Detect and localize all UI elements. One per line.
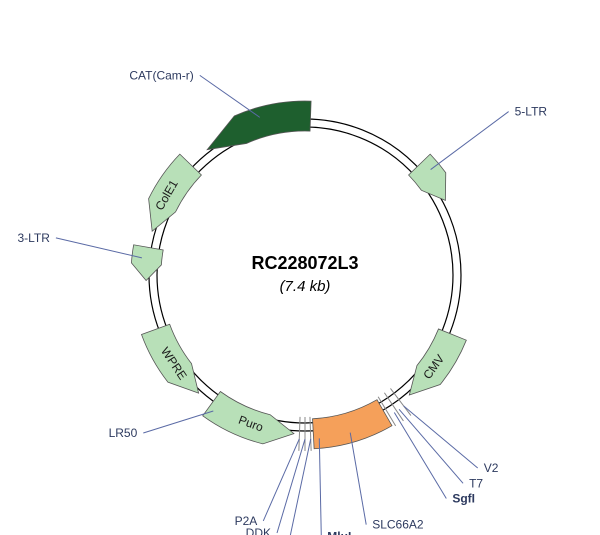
segment-cat xyxy=(207,101,311,150)
callout-label-ltr5c: 5-LTR xyxy=(515,105,548,119)
callout-line-ltr5c xyxy=(431,112,509,170)
callout-label-ltr3c: 3-LTR xyxy=(17,231,50,245)
callout-label-sgfi: SgfI xyxy=(452,492,475,506)
callout-label-cat: CAT(Cam-r) xyxy=(129,68,193,82)
callout-label-v2: V2 xyxy=(484,461,499,475)
callout-line-p2a xyxy=(263,439,299,521)
tick-mark xyxy=(310,417,311,451)
plasmid-size: (7.4 kb) xyxy=(280,278,331,295)
callout-label-ddk: DDK xyxy=(246,526,271,535)
callout-label-lr50: LR50 xyxy=(109,426,138,440)
callout-label-slc: SLC66A2 xyxy=(372,518,424,532)
callout-line-cat xyxy=(200,75,260,117)
plasmid-map: CMVPuroWPREColE1 CAT(Cam-r)5-LTR3-LTRLR5… xyxy=(0,0,600,535)
tick-mark xyxy=(299,417,300,451)
segment-ltr5 xyxy=(409,154,446,200)
callout-line-t7 xyxy=(399,409,463,483)
plasmid-name: RC228072L3 xyxy=(251,253,358,273)
callout-line-slc xyxy=(350,433,366,525)
callout-line-mlui xyxy=(319,438,321,535)
callout-line-myc xyxy=(289,439,311,535)
callout-line-lr50 xyxy=(143,411,213,433)
segment-orange xyxy=(313,400,392,449)
callout-line-v2 xyxy=(404,406,478,468)
callout-label-t7: T7 xyxy=(469,476,483,490)
callout-line-ltr3c xyxy=(56,238,142,258)
callout-label-mlui: MluI xyxy=(327,529,351,535)
segment-ltr3 xyxy=(131,245,163,281)
